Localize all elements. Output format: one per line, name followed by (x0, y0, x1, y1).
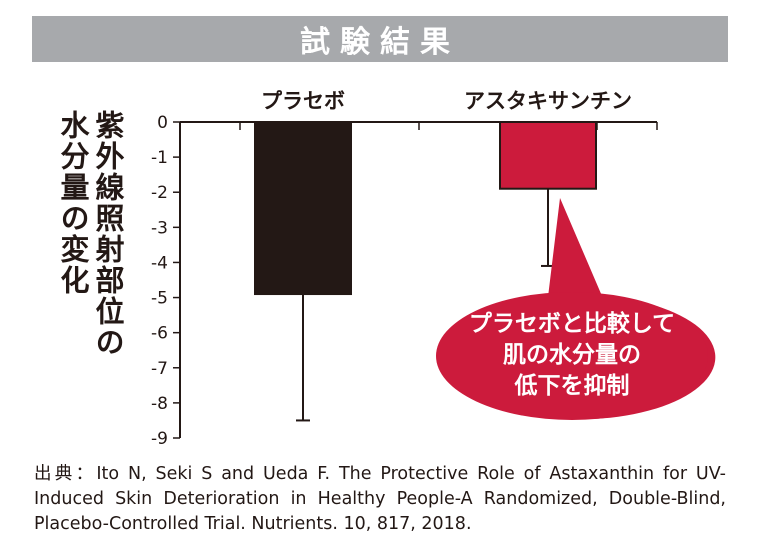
bar-astaxanthin (499, 121, 597, 190)
chart-title: 試験結果 (300, 25, 460, 60)
category-label: プラセボ (261, 89, 345, 113)
y-tick-label: -5 (151, 289, 168, 309)
y-axis-label-line-2: 水分量の変化 (56, 110, 90, 296)
callout-text-line: 低下を抑制 (514, 373, 630, 399)
y-tick-label: -8 (151, 394, 168, 414)
source-citation: 出典：Ito N, Seki S and Ueda F. The Protect… (34, 464, 726, 534)
title-banner: 試験結果 (32, 16, 728, 62)
y-tick-label: -2 (151, 183, 168, 203)
y-tick-label: -6 (151, 324, 168, 344)
bar-chart: 0 -1 -2 -3 -4 -5 -6 -7 -8 -9 プラセボ アスタキサンチンプラセボと比較して… (151, 89, 716, 449)
callout-text-line: プラセボと比較して (469, 310, 675, 337)
callout-bubble (436, 292, 708, 420)
y-axis-label-line-1: 紫外線照射部位の (91, 110, 125, 358)
y-tick-label: -7 (151, 359, 168, 379)
y-tick-label: -1 (151, 148, 168, 168)
callout-text-line: 肌の水分量の (503, 342, 641, 368)
y-tick-label: -3 (151, 218, 168, 238)
bar-placebo (254, 121, 352, 296)
y-tick-label: -4 (151, 253, 168, 273)
y-tick-label: 0 (157, 113, 168, 133)
category-label: アスタキサンチン (464, 89, 632, 113)
y-tick-label: -9 (151, 429, 168, 449)
